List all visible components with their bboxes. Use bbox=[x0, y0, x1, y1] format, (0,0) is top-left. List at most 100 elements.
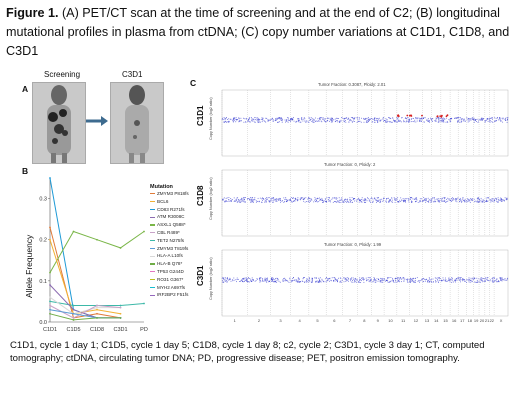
cn-point bbox=[345, 280, 347, 282]
cn-point bbox=[298, 121, 300, 123]
cn-point bbox=[329, 277, 331, 279]
cn-point bbox=[496, 278, 498, 280]
cn-point bbox=[432, 118, 434, 120]
cn-point bbox=[390, 121, 392, 123]
cn-point bbox=[236, 281, 237, 283]
cn-point bbox=[268, 200, 270, 202]
cn-point bbox=[500, 278, 502, 280]
cn-point bbox=[236, 197, 238, 199]
cn-point bbox=[494, 120, 496, 122]
cn-point bbox=[326, 120, 328, 122]
cn-point bbox=[477, 197, 479, 199]
cn-point bbox=[314, 199, 316, 201]
cn-point bbox=[412, 278, 413, 280]
cn-point bbox=[351, 199, 353, 201]
cn-point bbox=[388, 117, 389, 119]
cn-point bbox=[363, 118, 365, 120]
cn-point bbox=[354, 121, 356, 122]
cn-point bbox=[327, 278, 329, 280]
cn-point bbox=[369, 277, 371, 279]
cn-point bbox=[444, 200, 445, 202]
cn-point bbox=[231, 199, 233, 201]
cn-point bbox=[379, 280, 381, 282]
cn-point bbox=[361, 198, 362, 200]
cn-point bbox=[292, 280, 294, 282]
cn-point bbox=[319, 197, 320, 199]
cn-point bbox=[285, 121, 286, 123]
cn-point bbox=[281, 200, 283, 202]
cn-point bbox=[303, 200, 305, 202]
cn-point bbox=[392, 201, 394, 203]
cn-point bbox=[376, 120, 378, 122]
cn-point bbox=[347, 280, 349, 282]
cn-point bbox=[483, 280, 485, 282]
cn-point bbox=[428, 201, 430, 202]
cn-point bbox=[388, 282, 390, 283]
cn-point bbox=[401, 117, 403, 119]
cn-point bbox=[442, 117, 444, 119]
data-point bbox=[72, 230, 75, 233]
legend-item: BCL6 bbox=[150, 199, 169, 204]
legend-swatch bbox=[150, 263, 155, 265]
cn-point bbox=[506, 117, 508, 119]
cn-point bbox=[438, 117, 440, 119]
legend-swatch bbox=[150, 232, 155, 234]
cn-point bbox=[291, 280, 293, 282]
cn-point bbox=[273, 281, 275, 283]
cn-point bbox=[478, 197, 480, 199]
cn-point bbox=[417, 280, 419, 282]
cn-point bbox=[258, 201, 260, 203]
cn-point bbox=[495, 279, 497, 281]
cn-point bbox=[473, 119, 475, 121]
cn-point bbox=[289, 278, 291, 280]
cn-point bbox=[244, 201, 246, 203]
cn-point bbox=[382, 118, 384, 120]
cn-point bbox=[314, 117, 316, 119]
cn-point bbox=[247, 118, 249, 120]
cn-point bbox=[460, 200, 462, 202]
cn-point bbox=[283, 278, 285, 280]
cn-point bbox=[382, 281, 384, 283]
cn-point bbox=[341, 117, 343, 118]
legend-swatch bbox=[150, 247, 155, 249]
cn-point bbox=[501, 200, 503, 202]
cn-point bbox=[326, 277, 327, 279]
cn-point bbox=[492, 198, 494, 200]
cn-point bbox=[389, 199, 391, 201]
cn-point bbox=[467, 198, 469, 200]
chromosome-label: 15 bbox=[443, 318, 448, 322]
cn-tumor-fraction-title: Tumor Fraction: 0, Ploidy: 1.99 bbox=[324, 242, 382, 247]
cn-point bbox=[489, 121, 491, 123]
cn-point bbox=[251, 200, 253, 202]
cn-point bbox=[344, 278, 346, 280]
cn-point bbox=[466, 200, 467, 202]
cn-point bbox=[358, 117, 360, 119]
cn-point bbox=[435, 277, 437, 279]
cn-point bbox=[263, 198, 265, 200]
cn-point bbox=[257, 119, 259, 121]
cn-point bbox=[373, 280, 375, 282]
cn-point bbox=[500, 121, 502, 122]
cn-point bbox=[365, 277, 367, 279]
figure-caption-text: (A) PET/CT scan at the time of screening… bbox=[6, 6, 510, 58]
cn-point bbox=[366, 279, 368, 281]
cn-point bbox=[450, 198, 452, 199]
cn-point bbox=[377, 201, 379, 202]
cn-point bbox=[298, 280, 300, 282]
cn-point bbox=[409, 121, 411, 123]
cn-point bbox=[404, 118, 406, 119]
cn-point bbox=[506, 197, 507, 199]
cn-point bbox=[380, 119, 382, 121]
cn-point bbox=[439, 118, 441, 120]
cn-point bbox=[492, 121, 494, 123]
cn-point bbox=[239, 201, 241, 203]
legend-item: MYH2 A697fs bbox=[150, 285, 185, 290]
cn-point bbox=[338, 118, 339, 119]
cn-point bbox=[404, 198, 406, 200]
cn-point bbox=[399, 199, 401, 201]
cn-point bbox=[335, 198, 337, 200]
cn-point bbox=[346, 117, 348, 119]
cn-point bbox=[458, 119, 460, 121]
cn-point bbox=[485, 277, 487, 279]
cn-point bbox=[315, 201, 317, 203]
